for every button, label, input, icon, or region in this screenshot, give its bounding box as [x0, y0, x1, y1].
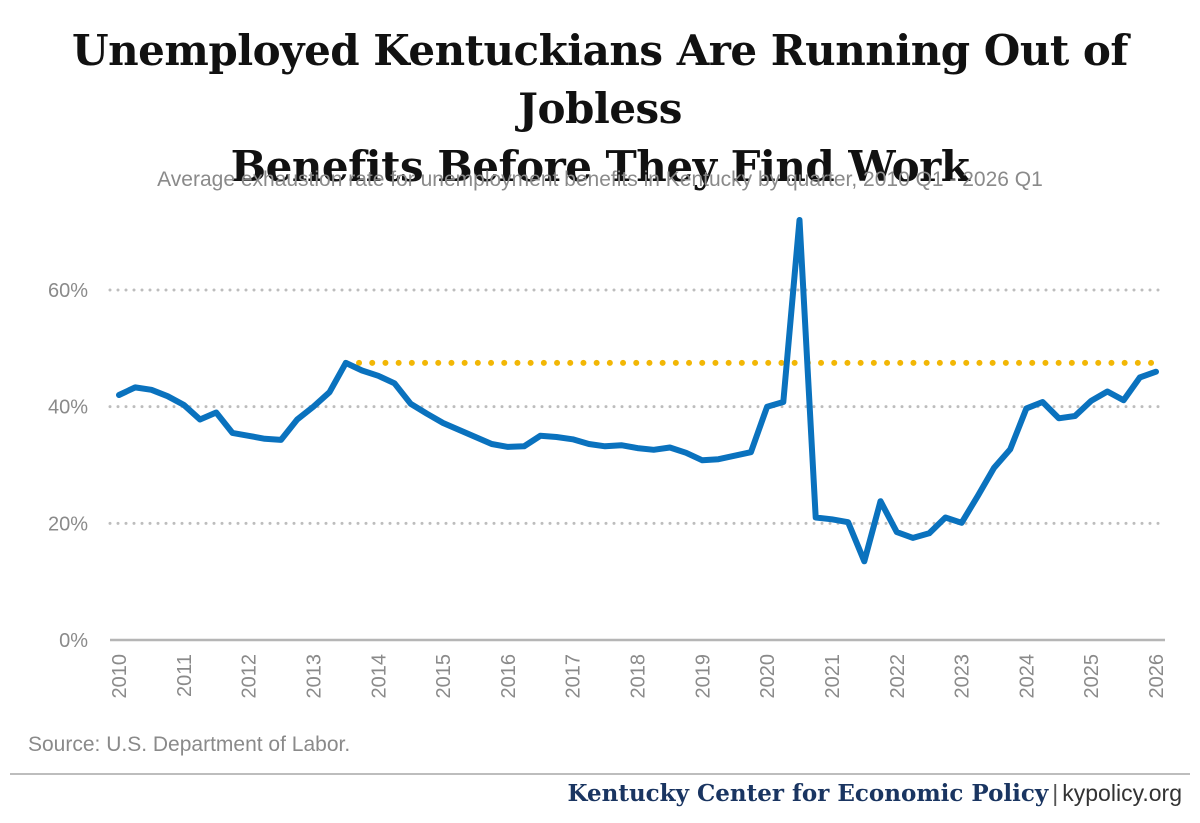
y-tick-label: 60% — [48, 280, 88, 302]
x-tick-label: 2012 — [239, 654, 261, 699]
x-axis-tick-labels: 2010 2011 2012 2013 2014 2015 2016 2017 2018 2019… — [109, 654, 1168, 699]
x-tick-label: 2013 — [303, 654, 325, 699]
footer-website-link[interactable]: kypolicy.org — [1062, 780, 1182, 806]
x-tick-label: 2010 — [109, 654, 131, 699]
footer-org-name: Kentucky Center for Economic Policy — [567, 780, 1049, 807]
x-tick-label: 2024 — [1016, 654, 1038, 699]
x-tick-label: 2020 — [757, 654, 779, 699]
x-tick-label: 2025 — [1081, 654, 1103, 699]
chart-subtitle: Average exhaustion rate for unemployment… — [157, 168, 1043, 191]
footer-branding: Kentucky Center for Economic Policy | kypo… — [567, 780, 1182, 807]
title-line-2: Benefits Before They Find Work — [230, 142, 970, 191]
x-tick-label: 2019 — [692, 654, 714, 699]
x-tick-label: 2023 — [952, 654, 974, 699]
x-tick-label: 2011 — [174, 654, 196, 697]
x-tick-label: 2026 — [1146, 654, 1168, 699]
x-tick-label: 2015 — [433, 654, 455, 699]
x-tick-label: 2014 — [368, 654, 390, 699]
x-tick-label: 2021 — [822, 654, 844, 699]
footer-divider — [10, 773, 1190, 775]
series-line — [116, 217, 1159, 565]
x-tick-label: 2017 — [563, 654, 585, 699]
x-tick-label: 2018 — [628, 654, 650, 699]
chart-title: Unemployed Kentuckians Are Running Out o… — [0, 22, 1200, 196]
footer-separator: | — [1052, 780, 1059, 806]
y-tick-label: 20% — [48, 513, 88, 535]
y-tick-label: 40% — [48, 397, 88, 419]
y-tick-label: 0% — [59, 630, 88, 652]
x-tick-label: 2016 — [498, 654, 520, 699]
y-axis-tick-labels: 0% 20% 40% 60% — [48, 280, 88, 652]
grid-lines — [108, 288, 1167, 525]
title-line-1: Unemployed Kentuckians Are Running Out o… — [72, 26, 1128, 133]
source-note: Source: U.S. Department of Labor. — [28, 733, 351, 756]
x-tick-label: 2022 — [887, 654, 909, 699]
